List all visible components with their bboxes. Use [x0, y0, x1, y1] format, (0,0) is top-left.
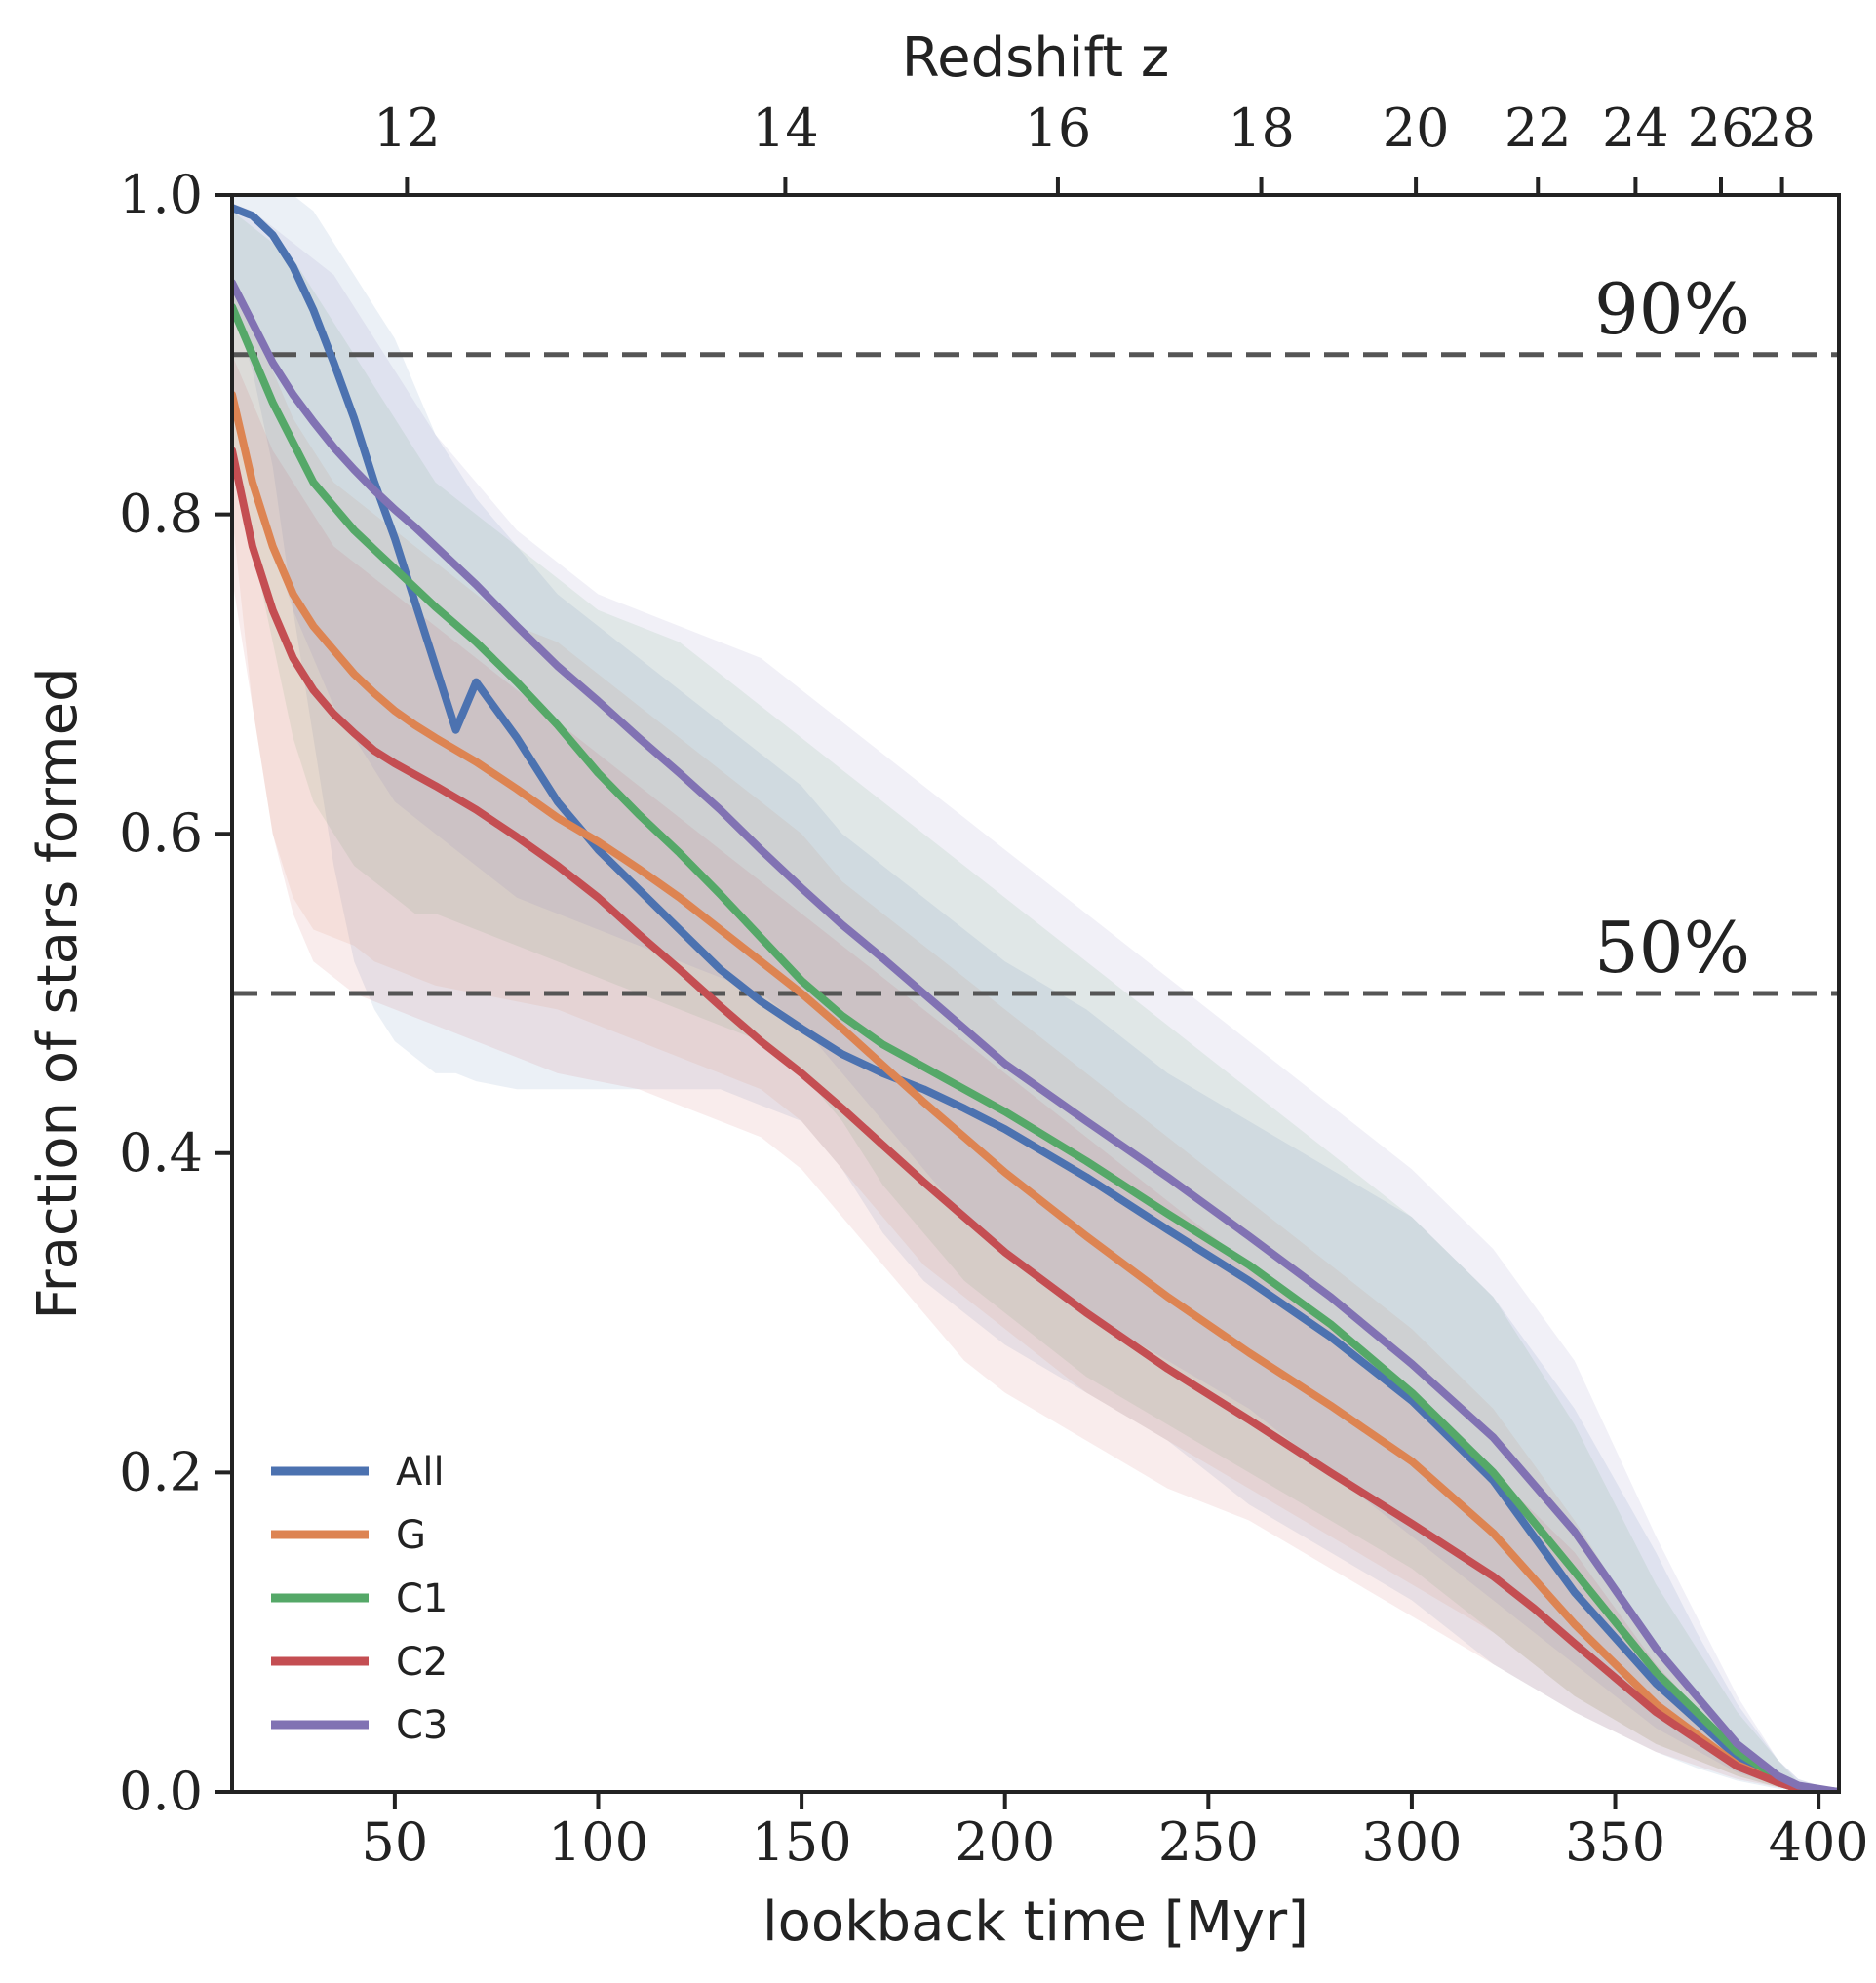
redshift-tick-label: 28 [1748, 97, 1816, 159]
x-tick-label: 200 [955, 1811, 1055, 1873]
y-tick-label: 0.2 [119, 1441, 203, 1502]
x-axis: 50 100 150 200 250 300 350 400 [362, 1792, 1869, 1873]
x-tick-label: 300 [1361, 1811, 1462, 1873]
series-lines [232, 204, 1839, 1792]
legend: All G C1 C2 C3 [271, 1450, 448, 1748]
x-axis-label: lookback time [Myr] [762, 1890, 1309, 1954]
reference-lines: 90% 50% [232, 268, 1839, 996]
legend-label-c1: C1 [396, 1576, 448, 1621]
redshift-tick-label: 16 [1025, 97, 1092, 159]
y-tick-label: 0.4 [119, 1122, 203, 1184]
redshift-tick-label: 24 [1602, 97, 1669, 159]
x-tick-label: 100 [548, 1811, 648, 1873]
band-c2 [232, 354, 1839, 1792]
band-c3 [232, 203, 1839, 1792]
line-g [232, 390, 1839, 1792]
y-axis-label: Fraction of stars formed [26, 667, 90, 1319]
x-tick-label: 350 [1565, 1811, 1665, 1873]
line-all [232, 204, 1839, 1792]
line-c3 [232, 279, 1839, 1792]
legend-label-g: G [396, 1513, 426, 1558]
line-c2 [232, 447, 1839, 1792]
ref-90-label: 90% [1594, 268, 1750, 350]
plot-frame [230, 193, 1841, 1794]
redshift-tick-label: 18 [1228, 97, 1295, 159]
redshift-axis-label: Redshift z [902, 26, 1170, 90]
band-c1 [232, 211, 1839, 1792]
legend-label-c2: C2 [396, 1640, 448, 1685]
x-tick-label: 50 [362, 1811, 429, 1873]
x-tick-label: 150 [752, 1811, 852, 1873]
x-tick-label: 250 [1158, 1811, 1259, 1873]
y-tick-label: 0.6 [119, 802, 203, 864]
redshift-tick-label: 14 [752, 97, 819, 159]
y-tick-label: 1.0 [119, 164, 203, 225]
x-tick-label: 400 [1769, 1811, 1869, 1873]
y-tick-label: 0.0 [119, 1761, 203, 1822]
y-axis: 0.0 0.2 0.4 0.6 0.8 1.0 [119, 164, 232, 1822]
legend-label-c3: C3 [396, 1703, 448, 1748]
redshift-tick-label: 12 [373, 97, 441, 159]
redshift-tick-label: 20 [1383, 97, 1450, 159]
redshift-tick-label: 26 [1688, 97, 1755, 159]
line-c1 [232, 302, 1839, 1792]
legend-label-all: All [396, 1450, 445, 1495]
ref-50-label: 50% [1594, 907, 1750, 989]
y-tick-label: 0.8 [119, 484, 203, 545]
redshift-tick-label: 22 [1505, 97, 1572, 159]
